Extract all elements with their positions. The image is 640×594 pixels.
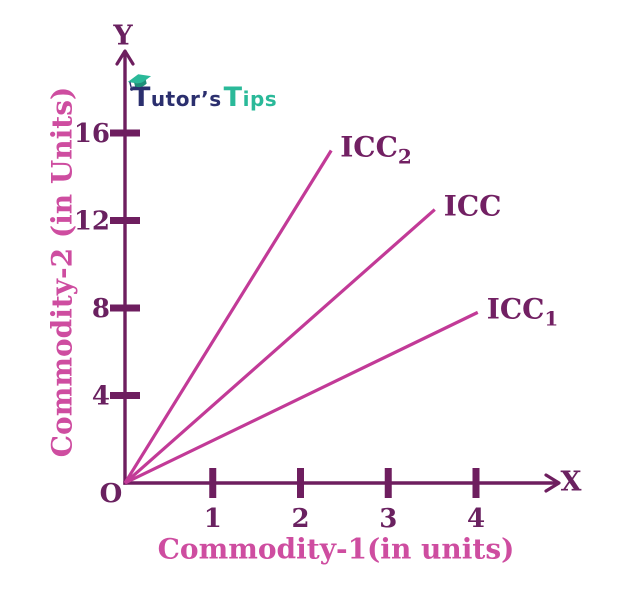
x-tick-mark [472,468,480,498]
series-label-icc: ICC [444,190,502,223]
series-line-icc [123,208,436,485]
tutorstips-logo: Tutor’s Tips [127,74,278,113]
y-tick-mark [110,304,140,312]
y-tick-label: 8 [92,294,110,324]
x-tick-mark [297,468,304,498]
x-tick-label: 1 [204,504,222,534]
y-tick-label: 4 [92,382,110,412]
x-axis-letter: X [560,466,582,498]
logo-text-tutors: Tutor’s [132,82,222,113]
y-axis-title: Commodity-2 (in Units) [45,86,79,458]
x-tick-label: 4 [467,504,485,534]
y-axis-arrowhead-icon [115,49,135,66]
y-tick-mark [110,217,140,224]
origin-label: O [99,479,123,509]
y-tick-label: 16 [74,119,110,149]
y-tick-mark [110,392,140,399]
x-axis-arrowhead-icon [544,473,561,493]
y-tick-mark [110,129,140,137]
graduation-cap-icon [127,74,152,91]
series-line-icc2 [123,149,333,484]
logo-text-tips: Tips [223,82,278,113]
y-tick-label: 12 [74,207,110,237]
x-tick-label: 2 [291,504,309,534]
x-axis-title: Commodity-1(in units) [157,532,515,566]
x-tick-mark [209,468,217,498]
series-label-icc2: ICC2 [340,131,412,169]
x-tick-label: 3 [379,504,397,534]
series-label-icc1: ICC1 [487,292,559,330]
y-axis-letter: Y [113,20,133,52]
x-tick-mark [384,468,392,498]
series-line-icc1 [124,310,479,485]
